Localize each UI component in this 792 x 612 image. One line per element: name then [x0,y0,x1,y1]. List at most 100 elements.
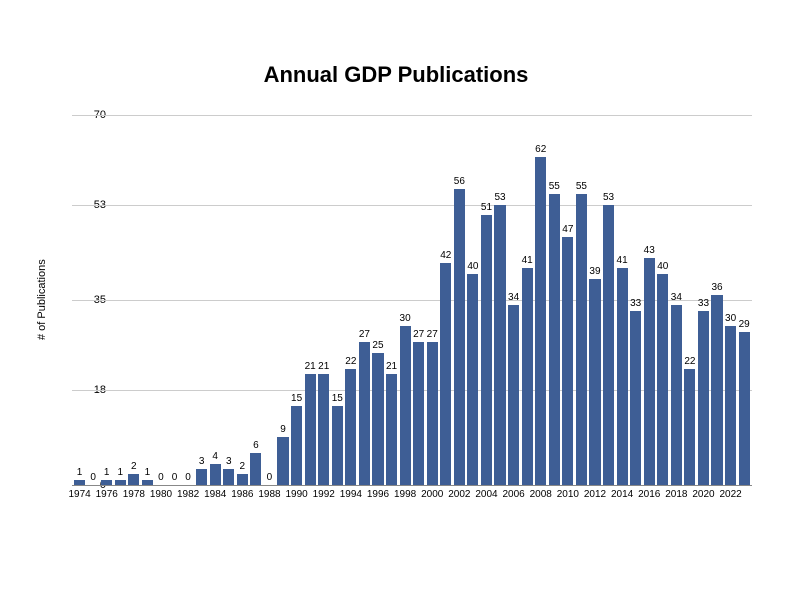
bars-group: 1011210003432609152121152227252130272742… [72,115,752,485]
bar-slot: 0 [169,115,180,485]
value-label: 3 [226,457,232,467]
value-label: 34 [671,293,682,303]
bar-slot: 33 [698,115,709,485]
bar-slot: 34 [671,115,682,485]
x-tick-slot: 1992 [318,487,329,501]
value-label: 55 [549,182,560,192]
bar-slot: 47 [562,115,573,485]
bar-slot: 40 [467,115,478,485]
bar-slot: 1 [142,115,153,485]
value-label: 40 [657,262,668,272]
x-tick-slot: 1998 [400,487,411,501]
bar-slot: 55 [549,115,560,485]
value-label: 22 [684,357,695,367]
value-label: 56 [454,177,465,187]
x-tick-slot: 2006 [508,487,519,501]
bar [128,474,139,485]
bar [657,274,668,485]
bar-slot: 22 [684,115,695,485]
bar-slot: 43 [644,115,655,485]
value-label: 34 [508,293,519,303]
value-label: 27 [413,330,424,340]
bar [711,295,722,485]
x-tick-slot: 1974 [74,487,85,501]
value-label: 21 [318,362,329,372]
value-label: 1 [117,468,123,478]
value-label: 1 [104,468,110,478]
bar [386,374,397,485]
value-label: 62 [535,145,546,155]
bar-slot: 2 [237,115,248,485]
bar-slot: 29 [739,115,750,485]
value-label: 53 [603,193,614,203]
bar-slot: 1 [115,115,126,485]
value-label: 39 [589,267,600,277]
value-label: 30 [400,314,411,324]
x-tick-slot: 1976 [101,487,112,501]
bar [196,469,207,485]
bar [291,406,302,485]
chart-title: Annual GDP Publications [0,62,792,88]
value-label: 29 [739,320,750,330]
value-label: 1 [77,468,83,478]
x-tick-slot: 2000 [427,487,438,501]
bar-slot: 53 [494,115,505,485]
value-label: 1 [145,468,151,478]
x-tick-slot: 1980 [155,487,166,501]
value-label: 6 [253,441,259,451]
x-tick-slot: 2004 [481,487,492,501]
bar-slot: 3 [196,115,207,485]
bar [739,332,750,485]
value-label: 53 [494,193,505,203]
x-tick-slot: 2008 [535,487,546,501]
bar-slot: 30 [400,115,411,485]
bar [427,342,438,485]
bar [535,157,546,485]
bar [630,311,641,485]
value-label: 0 [90,473,96,483]
bar-slot: 3 [223,115,234,485]
bar [576,194,587,485]
bar [74,480,85,485]
value-label: 0 [185,473,191,483]
bar [345,369,356,485]
value-label: 41 [522,256,533,266]
bar-slot: 15 [332,115,343,485]
bar [549,194,560,485]
bar [494,205,505,485]
bar-slot: 22 [345,115,356,485]
x-axis: 1974197619781980198219841986198819901992… [72,487,752,501]
bar-slot: 21 [318,115,329,485]
bar-slot: 15 [291,115,302,485]
value-label: 27 [359,330,370,340]
value-label: 42 [440,251,451,261]
bar-slot: 27 [427,115,438,485]
value-label: 41 [617,256,628,266]
bar [250,453,261,485]
bar-slot: 0 [183,115,194,485]
bar [671,305,682,485]
bar [372,353,383,485]
bar [115,480,126,485]
x-tick-slot: 1982 [183,487,194,501]
bar-slot: 1 [101,115,112,485]
bar [698,311,709,485]
bar-slot: 25 [372,115,383,485]
bar-slot: 1 [74,115,85,485]
value-label: 21 [386,362,397,372]
value-label: 3 [199,457,205,467]
bar-slot: 27 [413,115,424,485]
value-label: 21 [305,362,316,372]
bar-slot: 27 [359,115,370,485]
bar [454,189,465,485]
bar-slot: 0 [88,115,99,485]
bar [332,406,343,485]
baseline [72,485,752,486]
bar [277,437,288,485]
bar [400,326,411,485]
bar [684,369,695,485]
x-tick-slot: 2010 [562,487,573,501]
bar-slot: 39 [589,115,600,485]
bar-slot: 40 [657,115,668,485]
value-label: 27 [427,330,438,340]
